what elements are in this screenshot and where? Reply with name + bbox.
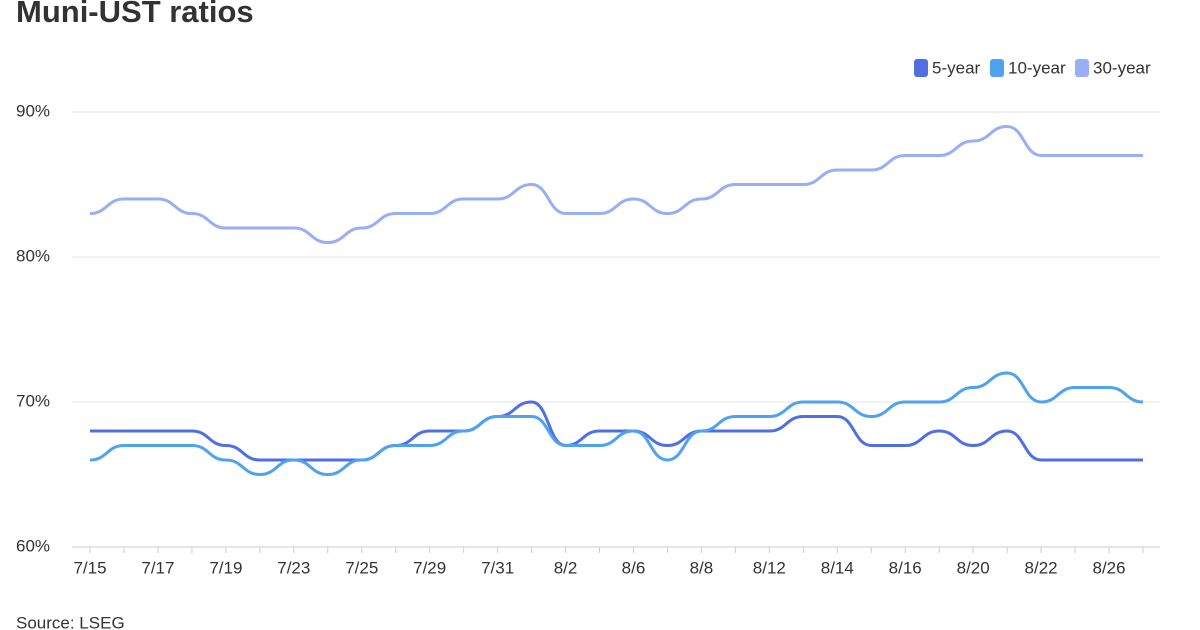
x-tick-label: 8/26 — [1092, 558, 1125, 577]
x-tick-label: 7/23 — [277, 558, 310, 577]
legend-swatch — [1075, 59, 1089, 77]
x-tick-label: 8/12 — [753, 558, 786, 577]
legend-label: 10-year — [1008, 58, 1066, 77]
series-line — [90, 400, 1143, 462]
x-tick-label: 8/16 — [889, 558, 922, 577]
y-tick-label: 90% — [16, 101, 50, 120]
legend-label: 30-year — [1093, 58, 1151, 77]
x-tick-label: 7/19 — [209, 558, 242, 577]
y-tick-label: 80% — [16, 246, 50, 265]
y-tick-label: 60% — [16, 536, 50, 555]
x-tick-label: 8/6 — [622, 558, 646, 577]
series-line — [89, 371, 1144, 476]
legend-swatch — [990, 59, 1004, 77]
legend-swatch — [914, 59, 928, 77]
x-tick-label: 8/22 — [1025, 558, 1058, 577]
x-tick-label: 7/29 — [413, 558, 446, 577]
x-tick-label: 8/2 — [554, 558, 578, 577]
y-tick-label: 70% — [16, 391, 50, 410]
x-tick-label: 7/31 — [481, 558, 514, 577]
legend-label: 5-year — [932, 58, 981, 77]
x-tick-label: 7/25 — [345, 558, 378, 577]
x-tick-label: 7/17 — [141, 558, 174, 577]
source-note: Source: LSEG — [16, 613, 125, 630]
x-tick-label: 8/20 — [957, 558, 990, 577]
x-tick-label: 7/15 — [73, 558, 106, 577]
x-tick-label: 8/14 — [821, 558, 854, 577]
series-line — [89, 125, 1143, 244]
x-tick-label: 8/8 — [690, 558, 714, 577]
chart-title: Muni-UST ratios — [16, 0, 254, 29]
